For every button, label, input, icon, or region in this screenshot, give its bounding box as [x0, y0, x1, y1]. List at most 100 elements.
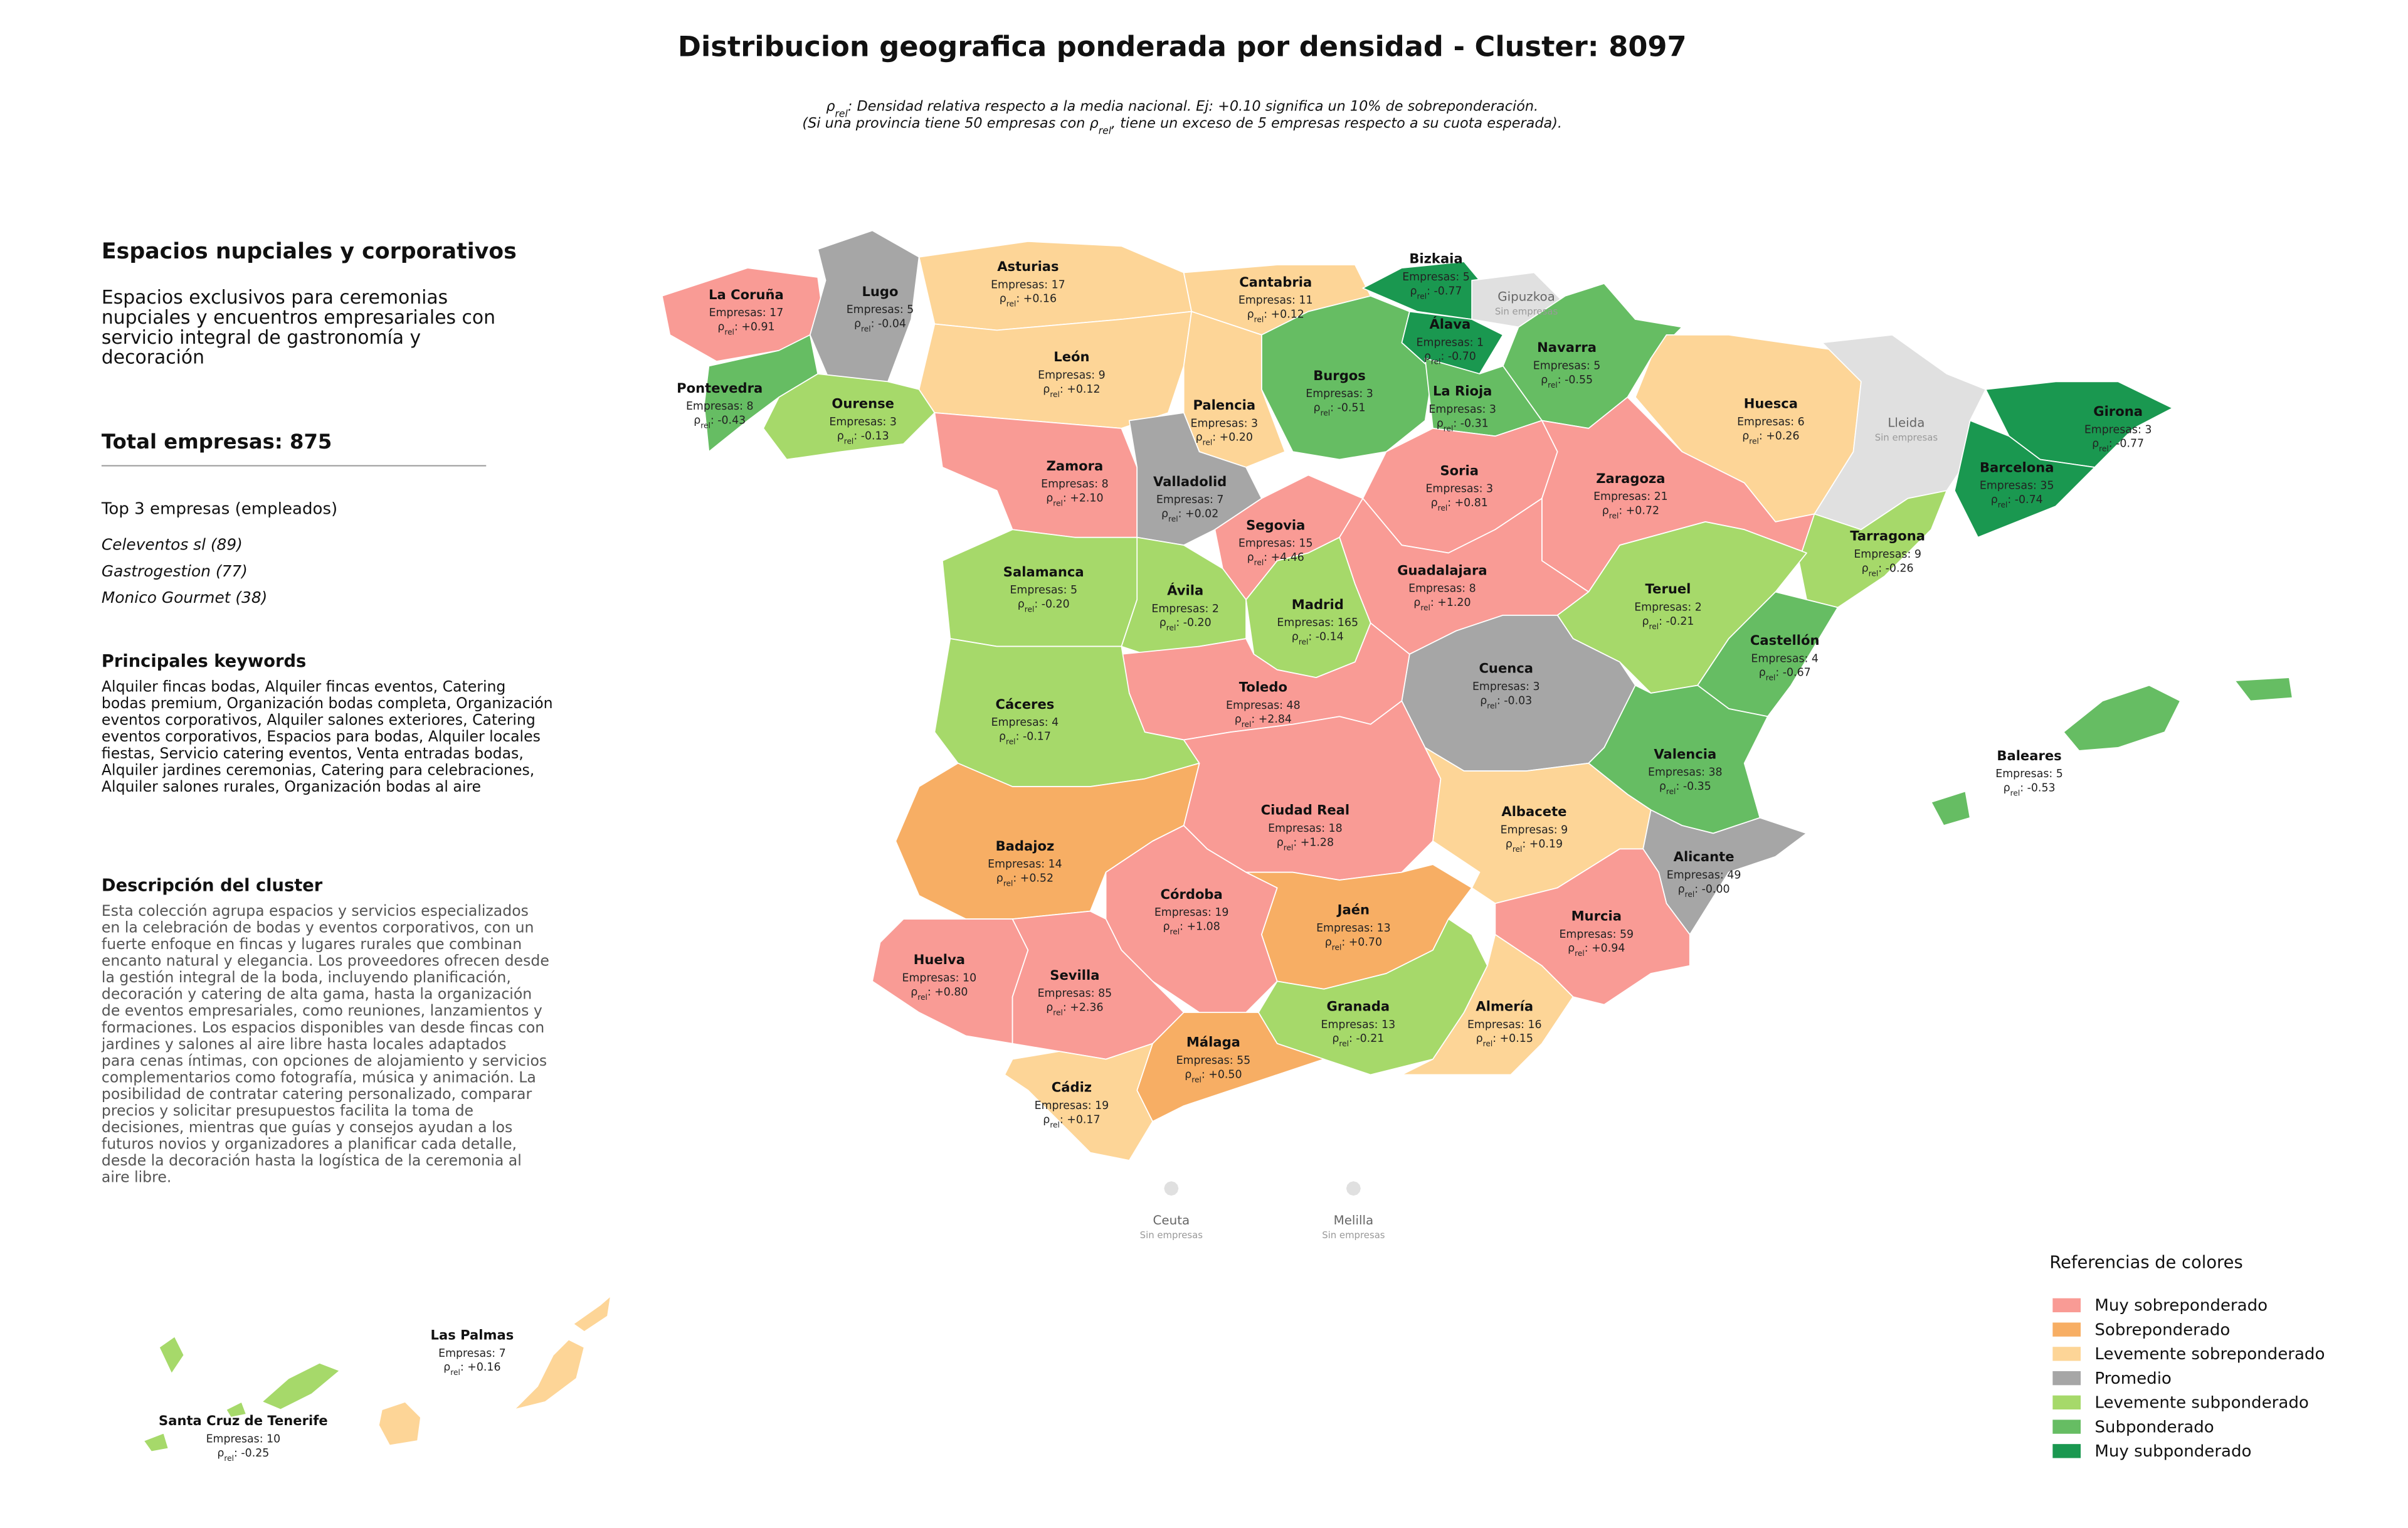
province-shape	[1930, 790, 1971, 826]
legend-label: Subponderado	[2094, 1418, 2214, 1436]
province-count: Empresas: 18	[1268, 822, 1343, 835]
description-line: jardines y salones al aire libre hasta l…	[101, 1035, 507, 1053]
keywords-line: fiestas, Servicio catering eventos, Vent…	[102, 745, 524, 762]
province-density-part: : -0.21	[1659, 615, 1694, 628]
top-title: Top 3 empresas (empleados)	[101, 499, 337, 518]
title: Distribucion geografica ponderada por de…	[678, 30, 1687, 63]
province-name: Lleida	[1888, 415, 1925, 430]
province-density-part: rel	[1025, 605, 1035, 613]
province-name: Burgos	[1313, 368, 1366, 383]
province-density-part: rel	[1487, 701, 1497, 710]
province-count: Empresas: 6	[1737, 416, 1805, 428]
province-density-part: ρ	[2004, 782, 2010, 794]
province-name: Madrid	[1292, 597, 1344, 612]
province-density: ρrel: -0.26	[1862, 562, 1914, 578]
province-density-part: ρ	[1862, 562, 1869, 575]
province-density-part: rel	[1006, 738, 1016, 746]
description-line: formaciones. Los espacios disponibles va…	[102, 1019, 544, 1036]
province-density-part: ρ	[1314, 402, 1321, 415]
description-line: en la celebración de bodas y eventos cor…	[102, 919, 534, 936]
province-density: ρrel: +0.81	[1431, 497, 1488, 512]
province-density-part: ρ	[1678, 883, 1685, 896]
province-density: ρrel: +0.17	[1043, 1113, 1100, 1129]
province-density: ρrel: -0.74	[1991, 494, 2043, 509]
province-density-part: rel	[1431, 358, 1441, 366]
province-density-part: : +0.81	[1447, 497, 1488, 509]
province-density-part: ρ	[1480, 694, 1487, 707]
province-density-part: ρ	[694, 414, 700, 427]
province-density-part: : -0.77	[1427, 285, 1462, 297]
province-density: ρrel: +0.50	[1185, 1068, 1242, 1084]
province-count: Empresas: 21	[1593, 491, 1668, 503]
province-density-part: : -0.20	[1176, 617, 1211, 629]
province-shape	[225, 1401, 247, 1418]
province-density-part: ρ	[1431, 497, 1438, 509]
province-density: ρrel: -0.17	[999, 731, 1051, 746]
province-density-part: ρ	[1991, 494, 1998, 506]
province-density: ρrel: -0.53	[2004, 782, 2056, 797]
province-count: Empresas: 3	[829, 416, 897, 428]
province-density-part: : -0.25	[234, 1447, 269, 1460]
legend-label: Promedio	[2094, 1369, 2172, 1388]
province-name: Guadalajara	[1397, 562, 1487, 578]
province-density: ρrel: +0.52	[996, 872, 1054, 888]
legend-swatch	[2052, 1395, 2081, 1410]
province-density: ρrel: -0.43	[694, 414, 746, 430]
province-name: Bizkaia	[1409, 251, 1462, 267]
province-density-part: ρ	[1325, 936, 1332, 948]
description-line: de eventos empresariales, como reuniones…	[102, 1002, 542, 1019]
province-density-part: rel	[1483, 1039, 1493, 1048]
province-name: Baleares	[1997, 748, 2061, 763]
cluster-summary-line: Espacios exclusivos para ceremonias	[102, 287, 448, 309]
province-density-part: ρ	[1247, 309, 1254, 321]
province-density-part: : +0.17	[1060, 1113, 1101, 1126]
province-density-part: : -0.20	[1034, 598, 1069, 610]
province-density-part: : -0.77	[2109, 438, 2144, 450]
province-shape	[1163, 1180, 1180, 1197]
province-density-part: : +1.08	[1180, 920, 1220, 933]
province-density-part: ρ	[1018, 598, 1025, 610]
province-count: Empresas: 3	[1306, 388, 1373, 400]
province-count: Empresas: 5	[1995, 768, 2063, 780]
top-company: Monico Gourmet (38)	[102, 588, 267, 607]
province-name: León	[1054, 349, 1089, 364]
province-count: Empresas: 7	[438, 1347, 506, 1360]
province-density: ρrel: -0.55	[1541, 374, 1593, 390]
province-density: ρrel: +0.26	[1742, 430, 1799, 445]
cluster-summary-line: decoración	[102, 347, 204, 369]
province-density-part: rel	[1332, 943, 1342, 952]
description-line: complementarios como fotografía, música …	[102, 1068, 536, 1086]
province-name: Asturias	[997, 258, 1059, 274]
description-line: para cenas íntimas, con opciones de aloj…	[102, 1052, 547, 1069]
province-density: ρrel: +2.10	[1046, 492, 1103, 508]
province-name: Teruel	[1645, 581, 1691, 597]
legend-swatch	[2052, 1322, 2081, 1337]
province-density-part: rel	[1749, 437, 1759, 445]
province-density-part: rel	[1284, 843, 1294, 852]
province-density: ρrel: -0.25	[217, 1447, 269, 1463]
top-company: Celeventos sl (89)	[102, 536, 243, 554]
province-name: Valencia	[1654, 746, 1716, 761]
province-density-part: ρ	[1410, 285, 1417, 297]
total-companies: Total empresas: 875	[102, 430, 332, 454]
province-name: La Coruña	[709, 287, 784, 302]
legend-swatch	[2052, 1298, 2081, 1313]
province-name: Girona	[2093, 403, 2143, 419]
subtitle-line: (Si una provincia tiene 50 empresas con …	[802, 115, 1562, 136]
province-density-part: rel	[1254, 558, 1264, 567]
province-density-part: ρ	[1235, 713, 1242, 726]
province-density-part: ρ	[1043, 383, 1050, 396]
province-count: Empresas: 85	[1038, 987, 1112, 1000]
province-density-part: ρ	[1196, 432, 1203, 444]
province-name: Ciudad Real	[1261, 802, 1350, 818]
province-count: Empresas: 165	[1277, 617, 1358, 629]
legend-label: Levemente subponderado	[2094, 1394, 2308, 1413]
province-density-part: ρ	[1046, 1002, 1053, 1014]
province-name: Ourense	[832, 396, 894, 411]
province-density-part: ρ	[2092, 438, 2099, 450]
province-density-part: rel	[1609, 511, 1619, 520]
province-density-part: ρ	[1159, 617, 1166, 629]
province-density-part: : +1.28	[1293, 836, 1334, 849]
